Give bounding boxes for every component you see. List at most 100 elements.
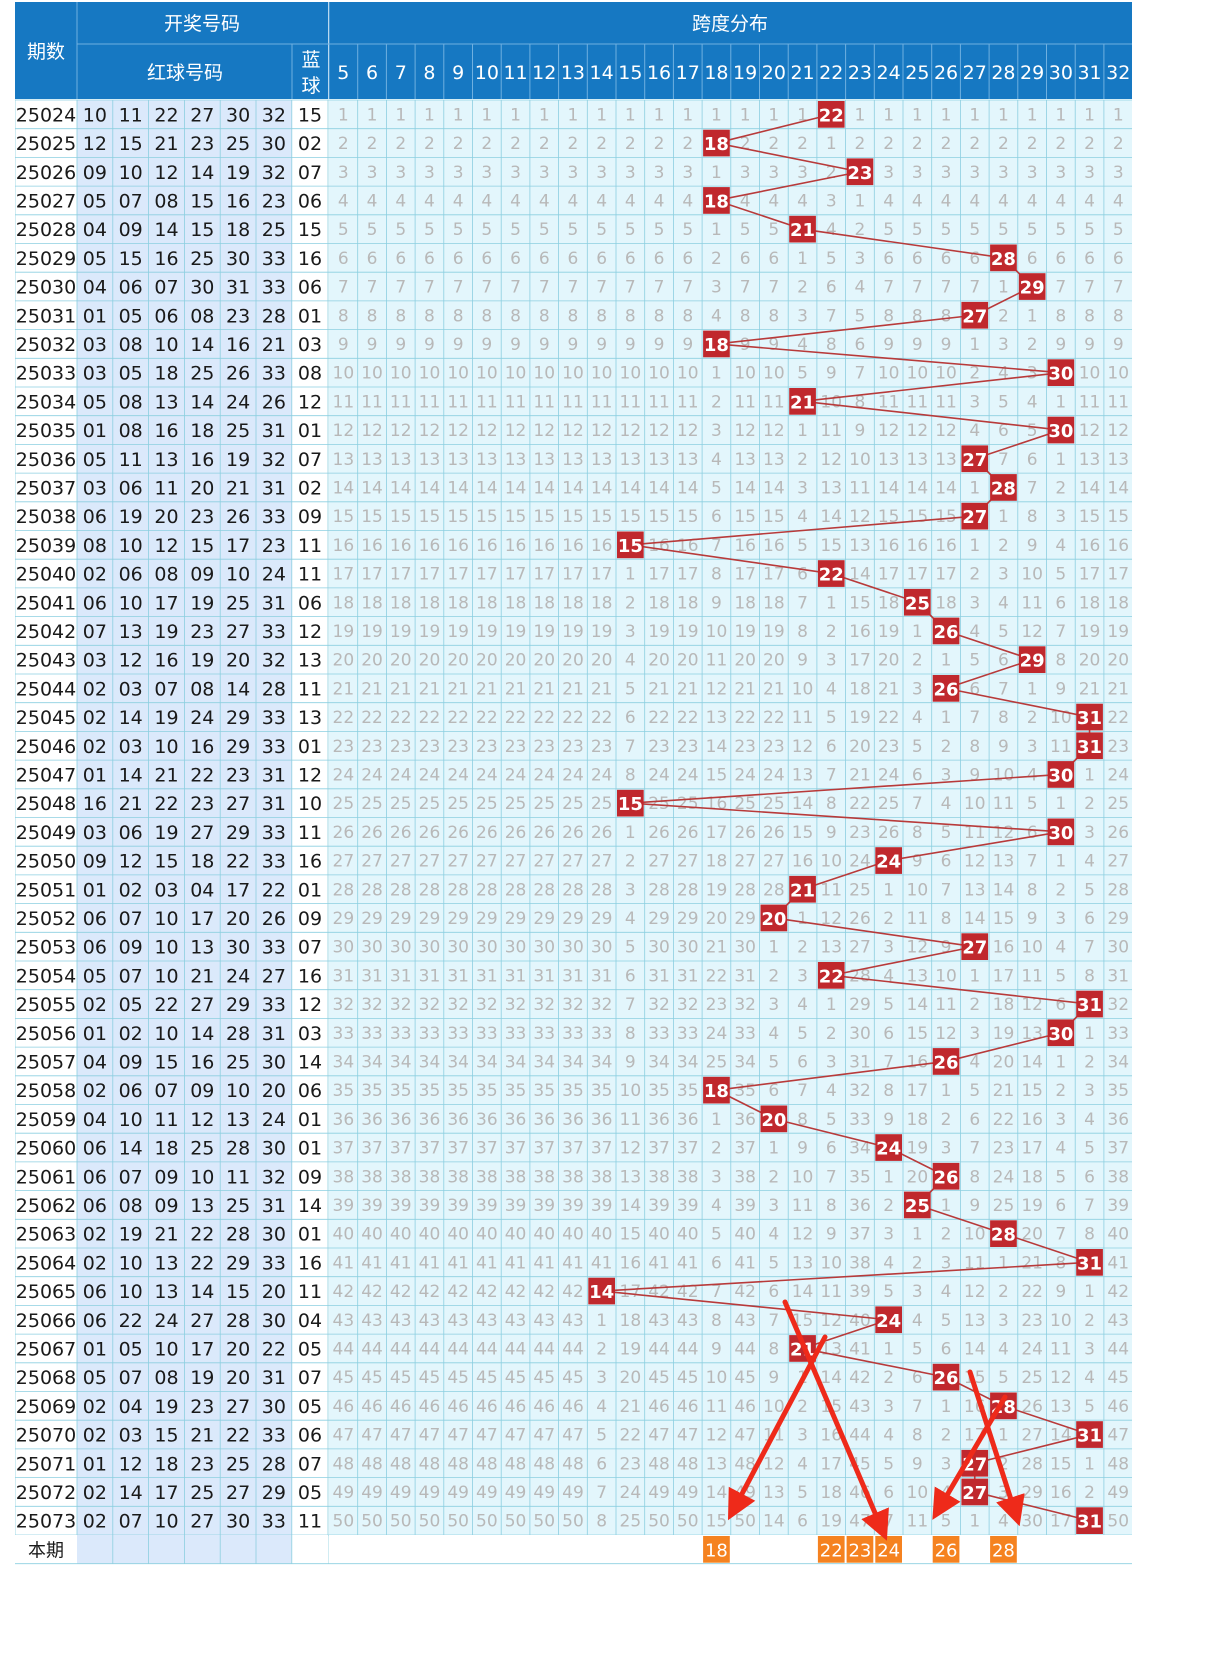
- miss-count-cell: 34: [591, 1052, 613, 1072]
- miss-count-cell: 29: [734, 909, 756, 929]
- miss-count-cell: 17: [907, 1081, 929, 1101]
- red-ball-cell: 15: [190, 219, 214, 241]
- miss-count-cell: 25: [419, 794, 441, 814]
- miss-count-cell: 7: [797, 1081, 808, 1101]
- miss-count-cell: 6: [912, 765, 923, 785]
- miss-count-cell: 12: [935, 1024, 957, 1044]
- miss-count-cell: 29: [1107, 909, 1129, 929]
- miss-count-cell: 34: [677, 1052, 699, 1072]
- annotation-arrow-2: [782, 1299, 889, 1541]
- span-hit-marker: 21: [789, 875, 816, 903]
- miss-count-cell: 32: [533, 995, 555, 1015]
- miss-count-cell: 32: [677, 995, 699, 1015]
- miss-count-cell: 11: [820, 880, 842, 900]
- red-ball-cell: 30: [262, 133, 286, 155]
- miss-count-cell: 19: [361, 622, 383, 642]
- miss-count-cell: 7: [481, 278, 492, 298]
- red-ball-cell: 24: [226, 391, 250, 413]
- miss-count-cell: 13: [476, 450, 498, 470]
- miss-count-cell: 1: [797, 249, 808, 269]
- red-ball-cell: 28: [226, 1224, 250, 1246]
- miss-count-cell: 2: [969, 565, 980, 585]
- miss-count-cell: 12: [763, 421, 785, 441]
- miss-count-cell: 5: [453, 220, 464, 240]
- miss-count-cell: 3: [1055, 507, 1066, 527]
- miss-count-cell: 21: [333, 679, 355, 699]
- miss-count-cell: 50: [1107, 1512, 1129, 1532]
- red-ball-cell: 22: [226, 1425, 250, 1447]
- miss-count-cell: 4: [539, 191, 550, 211]
- miss-count-cell: 15: [1107, 507, 1129, 527]
- miss-count-cell: 30: [361, 938, 383, 958]
- miss-count-cell: 1: [855, 105, 866, 125]
- blue-ball-cell: 05: [298, 1396, 322, 1418]
- miss-count-cell: 7: [596, 278, 607, 298]
- miss-count-cell: 15: [447, 507, 469, 527]
- miss-count-cell: 47: [849, 1512, 871, 1532]
- miss-count-cell: 1: [711, 163, 722, 183]
- miss-count-cell: 24: [849, 852, 871, 872]
- miss-count-cell: 1: [826, 134, 837, 154]
- miss-count-cell: 50: [648, 1512, 670, 1532]
- header-period-label: 期数: [27, 41, 65, 63]
- svg-text:30: 30: [1048, 421, 1073, 442]
- red-ball-cell: 13: [119, 621, 143, 643]
- miss-count-cell: 9: [1027, 909, 1038, 929]
- miss-count-cell: 15: [533, 507, 555, 527]
- miss-count-cell: 46: [505, 1397, 527, 1417]
- red-ball-cell: 07: [154, 277, 178, 299]
- miss-count-cell: 1: [768, 1139, 779, 1159]
- miss-count-cell: 4: [797, 1454, 808, 1474]
- red-ball-cell: 26: [262, 391, 286, 413]
- red-ball-cell: 18: [190, 851, 214, 873]
- miss-count-cell: 15: [562, 507, 584, 527]
- miss-count-cell: 5: [941, 1311, 952, 1331]
- miss-count-cell: 23: [677, 737, 699, 757]
- svg-text:31: 31: [1077, 1512, 1102, 1533]
- red-ball-cell: 16: [190, 449, 214, 471]
- miss-count-cell: 24: [447, 765, 469, 785]
- miss-count-cell: 27: [447, 852, 469, 872]
- red-ball-cell: 33: [262, 277, 286, 299]
- miss-count-cell: 35: [447, 1081, 469, 1101]
- miss-count-cell: 21: [562, 679, 584, 699]
- miss-count-cell: 6: [998, 421, 1009, 441]
- svg-text:27: 27: [962, 938, 987, 959]
- miss-count-cell: 9: [998, 737, 1009, 757]
- miss-count-cell: 7: [711, 536, 722, 556]
- miss-count-cell: 46: [562, 1397, 584, 1417]
- red-ball-cell: 11: [154, 1109, 178, 1131]
- miss-count-cell: 10: [648, 364, 670, 384]
- miss-count-cell: 20: [677, 651, 699, 671]
- miss-count-cell: 4: [969, 421, 980, 441]
- miss-count-cell: 9: [883, 335, 894, 355]
- span-hit-marker: 25: [904, 588, 931, 616]
- red-ball-cell: 05: [83, 965, 107, 987]
- miss-count-cell: 2: [367, 134, 378, 154]
- miss-count-cell: 15: [620, 507, 642, 527]
- miss-count-cell: 10: [620, 1081, 642, 1101]
- miss-count-cell: 38: [361, 1167, 383, 1187]
- trend-line-segment: [888, 831, 1061, 862]
- miss-count-cell: 39: [1107, 1196, 1129, 1216]
- table-row: 25050 09 12 15 18 22 33 16 27 27 27 27 27 27 27 27 27 27 2…: [16, 851, 1129, 873]
- miss-count-cell: 36: [562, 1110, 584, 1130]
- miss-count-cell: 1: [625, 105, 636, 125]
- miss-count-cell: 11: [677, 392, 699, 412]
- miss-count-cell: 26: [648, 823, 670, 843]
- miss-count-cell: 2: [625, 593, 636, 613]
- miss-count-cell: 27: [648, 852, 670, 872]
- miss-count-cell: 11: [620, 1110, 642, 1130]
- miss-count-cell: 43: [677, 1311, 699, 1331]
- miss-count-cell: 2: [826, 622, 837, 642]
- blue-ball-cell: 02: [298, 477, 322, 499]
- trend-line-segment: [945, 658, 1033, 690]
- miss-count-cell: 26: [562, 823, 584, 843]
- period-cell: 25073: [16, 1511, 76, 1533]
- miss-count-cell: 28: [533, 880, 555, 900]
- miss-count-cell: 10: [620, 364, 642, 384]
- miss-count-cell: 2: [941, 737, 952, 757]
- miss-count-cell: 14: [878, 478, 900, 498]
- red-ball-cell: 23: [262, 190, 286, 212]
- miss-count-cell: 31: [849, 1052, 871, 1072]
